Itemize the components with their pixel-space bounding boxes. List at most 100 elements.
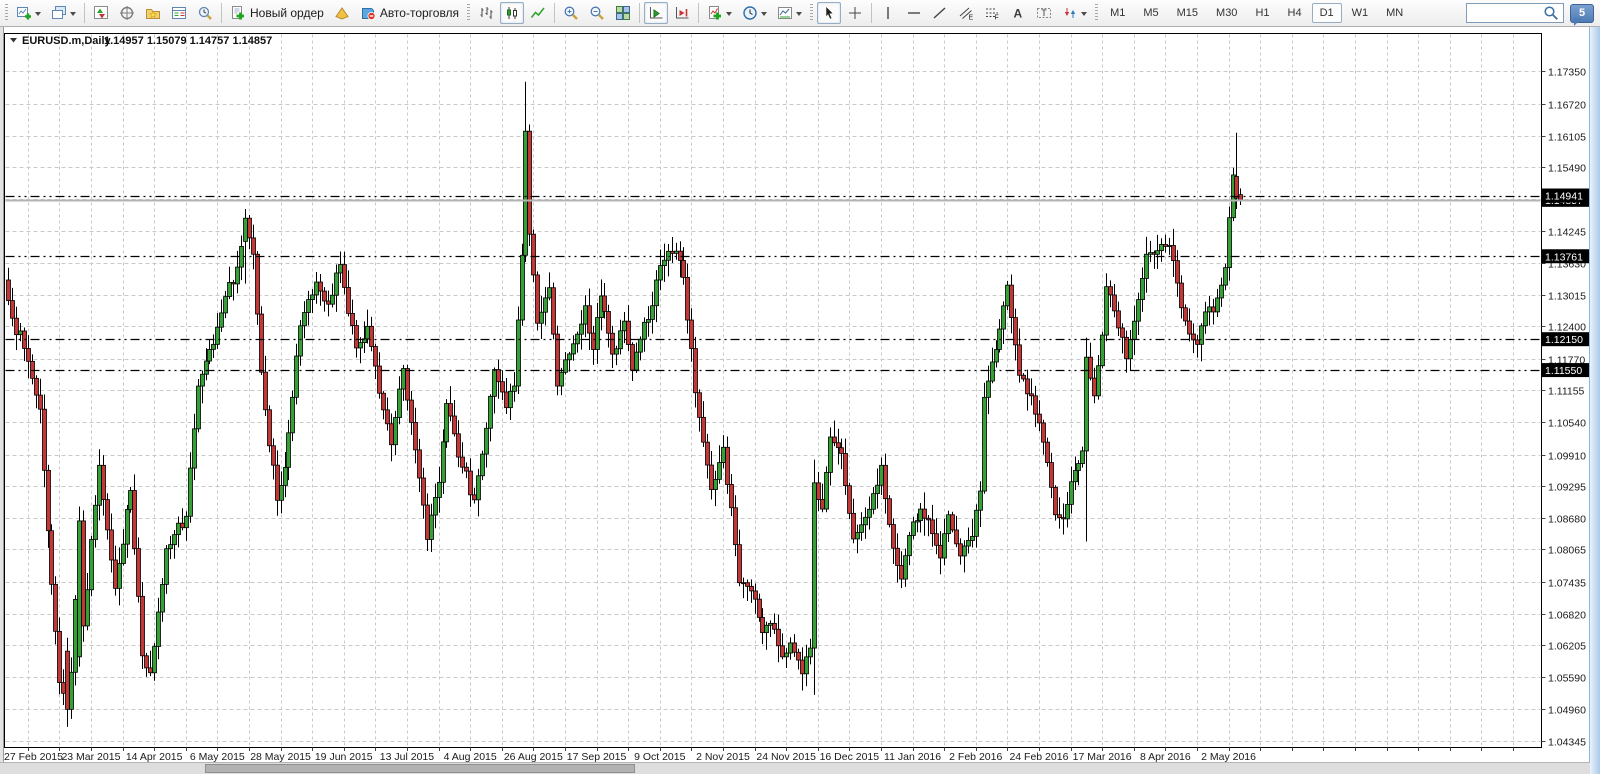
- horizontal-line-icon: [908, 12, 921, 14]
- price-axis-label: 1.07435: [1548, 578, 1586, 590]
- chevron-down-icon[interactable]: [35, 11, 41, 19]
- time-axis-label: 17 Sep 2015: [567, 751, 627, 763]
- chart-title-symbol: EURUSD.m,Daily: [22, 35, 112, 47]
- price-tag: 1.13761: [1545, 251, 1583, 263]
- candlestick-chart-button[interactable]: [500, 2, 525, 24]
- chart-menu-arrow-icon[interactable]: [10, 38, 17, 43]
- search-box[interactable]: [1466, 3, 1564, 23]
- fibonacci-button[interactable]: F: [980, 2, 1004, 24]
- time-axis-label: 2 Nov 2015: [696, 751, 750, 763]
- chart-profiles-icon: [52, 6, 66, 19]
- zoom-out-button[interactable]: [585, 2, 609, 24]
- metaeditor-icon: [335, 7, 349, 20]
- strategy-tester-button[interactable]: [193, 2, 217, 24]
- new-order-button[interactable]: Новый ордер: [226, 2, 328, 24]
- time-axis-label: 16 Dec 2015: [820, 751, 880, 763]
- chart-window[interactable]: 27 Feb 2015 23 Mar 2015 14 Apr 2015 6 May 2…: [0, 27, 1600, 774]
- market-watch-button[interactable]: [89, 2, 113, 24]
- timeframe-d1-button[interactable]: D1: [1311, 3, 1342, 23]
- chart-shift-icon: [676, 7, 689, 19]
- navigator-button[interactable]: [141, 2, 165, 24]
- auto-scroll-icon: [650, 7, 663, 19]
- timeframe-w1-button[interactable]: W1: [1351, 7, 1369, 19]
- bar-chart-button[interactable]: [474, 2, 498, 24]
- timeframe-m15-button[interactable]: M15: [1176, 7, 1199, 19]
- chevron-down-icon[interactable]: [761, 11, 768, 19]
- svg-text:T: T: [1041, 8, 1047, 18]
- time-axis-label: 11 Jan 2016: [884, 751, 941, 763]
- equidistant-channel-button[interactable]: E: [954, 2, 978, 24]
- price-axis-label: 1.05590: [1548, 673, 1586, 685]
- timeframe-m30-button[interactable]: M30: [1216, 7, 1238, 19]
- toolbar-drag-handle[interactable]: [5, 4, 8, 22]
- vertical-line-button[interactable]: [876, 2, 900, 24]
- chevron-down-icon[interactable]: [796, 11, 803, 19]
- arrows-button[interactable]: [1058, 2, 1091, 24]
- chart-profiles-button[interactable]: [47, 2, 80, 24]
- new-chart-icon: [17, 7, 31, 20]
- right-panel-edge: [1589, 27, 1600, 774]
- svg-text:A: A: [1014, 7, 1023, 21]
- price-axis-label: 1.14245: [1548, 227, 1586, 239]
- toolbar-drag-handle[interactable]: [810, 4, 814, 22]
- equidistant-channel-icon: E: [959, 7, 974, 22]
- time-axis-label: 28 May 2015: [250, 751, 311, 763]
- tile-windows-button[interactable]: [611, 2, 635, 24]
- templates-button[interactable]: [773, 2, 806, 24]
- text-button[interactable]: A: [1006, 2, 1030, 24]
- time-axis-label: 17 Mar 2016: [1073, 751, 1132, 763]
- toolbar-drag-handle[interactable]: [1095, 4, 1099, 22]
- indicators-button[interactable]: [703, 2, 736, 24]
- chevron-down-icon[interactable]: [70, 11, 76, 19]
- zoom-in-button[interactable]: [559, 2, 583, 24]
- terminal-button[interactable]: [167, 2, 191, 24]
- cursor-button[interactable]: [817, 2, 842, 24]
- price-axis-label: 1.08680: [1548, 514, 1586, 526]
- trendline-button[interactable]: [928, 2, 952, 24]
- timeframe-h1-button[interactable]: H1: [1255, 7, 1270, 19]
- toolbar-drag-handle[interactable]: [467, 4, 471, 22]
- periods-button[interactable]: [738, 2, 771, 24]
- new-chart-button[interactable]: [12, 2, 45, 24]
- time-axis-label: 6 May 2015: [190, 751, 245, 763]
- data-window-button[interactable]: [115, 2, 139, 24]
- timeframe-m1-button[interactable]: M1: [1110, 7, 1126, 19]
- auto-scroll-button[interactable]: [644, 2, 669, 24]
- indicators-icon: [709, 6, 722, 20]
- price-axis-label: 1.06820: [1548, 610, 1586, 622]
- cursor-icon: [825, 5, 834, 20]
- search-input[interactable]: [1469, 5, 1543, 21]
- chat-badge-count: 5: [1578, 7, 1586, 19]
- timeframe-h4-button[interactable]: H4: [1287, 7, 1302, 19]
- horizontal-line-button[interactable]: [902, 2, 926, 24]
- svg-text:E: E: [969, 15, 974, 22]
- price-tag: 1.14941: [1545, 191, 1583, 203]
- line-chart-button[interactable]: [526, 2, 550, 24]
- text-label-button[interactable]: T: [1032, 2, 1056, 24]
- time-axis-label: 2 Feb 2016: [949, 751, 1002, 763]
- chevron-down-icon[interactable]: [726, 11, 733, 19]
- metaeditor-button[interactable]: [330, 2, 354, 24]
- chat-notification-badge[interactable]: 5: [1570, 3, 1594, 26]
- horizontal-scrollbar[interactable]: [0, 762, 1590, 774]
- timeframe-m5-button[interactable]: M5: [1143, 7, 1159, 19]
- timeframe-mn-button[interactable]: MN: [1386, 7, 1404, 19]
- time-axis-label: 26 Aug 2015: [504, 751, 563, 763]
- horizontal-scrollbar-thumb[interactable]: [205, 764, 635, 773]
- price-axis-label: 1.16105: [1548, 132, 1586, 144]
- auto-trading-button[interactable]: Авто-торговля: [356, 2, 463, 24]
- new-order-button-label: Новый ордер: [250, 6, 324, 20]
- price-axis-label: 1.12400: [1548, 322, 1586, 334]
- crosshair-button[interactable]: [843, 2, 867, 24]
- price-axis-label: 1.11155: [1548, 386, 1585, 398]
- chevron-down-icon[interactable]: [1081, 11, 1088, 19]
- price-axis-label: 1.08065: [1548, 545, 1586, 557]
- toolbar-separator: [221, 3, 222, 23]
- crosshair-icon: [849, 7, 862, 19]
- level-lines[interactable]: [5, 195, 1541, 372]
- chart-shift-button[interactable]: [670, 2, 694, 24]
- search-icon: [1544, 6, 1558, 20]
